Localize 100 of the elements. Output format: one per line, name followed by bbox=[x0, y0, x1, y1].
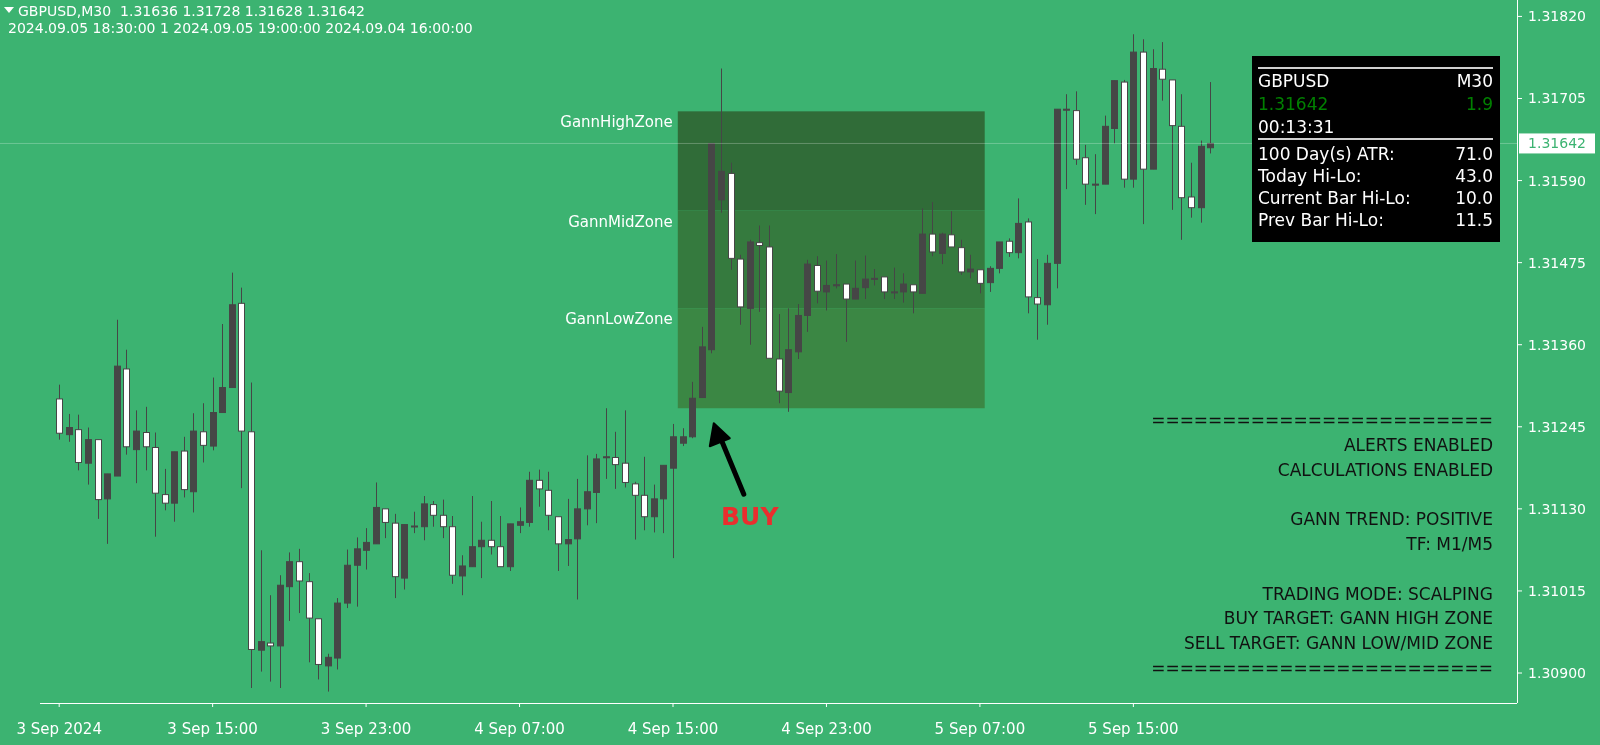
candlestick bbox=[296, 548, 303, 614]
candlestick bbox=[881, 276, 888, 300]
annotation: 00:13:31 bbox=[1258, 117, 1335, 137]
x-tick-label: 3 Sep 23:00 bbox=[320, 720, 412, 738]
candlestick bbox=[497, 515, 504, 568]
candlestick bbox=[900, 272, 907, 304]
candlestick bbox=[843, 283, 850, 343]
y-tick-label: 1.31245 bbox=[1528, 418, 1586, 435]
candlestick bbox=[823, 260, 830, 311]
candlestick bbox=[258, 549, 265, 673]
annotation: 11.5 bbox=[1455, 210, 1493, 230]
candlestick bbox=[891, 267, 898, 300]
candlestick bbox=[411, 511, 418, 534]
y-tick-label: 1.31705 bbox=[1528, 90, 1586, 107]
annotation: CALCULATIONS ENABLED bbox=[1277, 459, 1493, 480]
candlestick bbox=[756, 225, 763, 313]
candlestick bbox=[1034, 258, 1041, 341]
annotation: 1.9 bbox=[1465, 94, 1493, 114]
y-tick-label: 1.30900 bbox=[1528, 665, 1586, 682]
annotation: Prev Bar Hi-Lo: bbox=[1258, 210, 1384, 230]
band-label: GannLowZone bbox=[565, 310, 673, 329]
candlestick bbox=[478, 521, 485, 579]
y-tick-label: 1.31130 bbox=[1528, 500, 1586, 517]
candlestick bbox=[632, 481, 639, 541]
candlestick bbox=[1092, 153, 1099, 215]
x-tick-label: 5 Sep 07:00 bbox=[934, 720, 1026, 738]
annotation: ======================== bbox=[1151, 410, 1493, 430]
candlestick bbox=[325, 653, 332, 693]
annotation: TRADING MODE: SCALPING bbox=[1261, 583, 1493, 604]
candlestick bbox=[977, 269, 984, 294]
candlestick bbox=[1207, 81, 1214, 154]
candlestick bbox=[488, 500, 495, 556]
candlestick bbox=[85, 427, 92, 486]
annotation: 10.0 bbox=[1455, 188, 1493, 208]
candlestick bbox=[267, 594, 274, 683]
candlestick bbox=[612, 431, 619, 490]
candlestick bbox=[852, 260, 859, 300]
candlestick bbox=[929, 201, 936, 257]
candlestick bbox=[517, 506, 524, 534]
annotation: 71.0 bbox=[1455, 144, 1493, 164]
annotation: SELL TARGET: GANN LOW/MID ZONE bbox=[1183, 633, 1493, 654]
annotation: 1.31642 bbox=[1258, 94, 1329, 114]
candlestick bbox=[536, 469, 543, 508]
annotation: BUY bbox=[721, 502, 780, 532]
candlestick bbox=[363, 527, 370, 571]
candlestick bbox=[1188, 162, 1195, 219]
annotation: Today Hi-Lo: bbox=[1257, 166, 1362, 186]
annotation: ======================== bbox=[1151, 658, 1493, 678]
annotation: M30 bbox=[1456, 71, 1493, 91]
candlestick bbox=[200, 402, 207, 463]
annotation: 100 Day(s) ATR: bbox=[1258, 144, 1395, 164]
candlestick bbox=[421, 495, 428, 541]
y-tick-label: 1.31590 bbox=[1528, 172, 1586, 189]
candlestick bbox=[565, 498, 572, 567]
candlestick bbox=[1006, 237, 1013, 258]
candlestick bbox=[143, 406, 150, 471]
candlestick bbox=[651, 484, 658, 533]
x-tick-label: 4 Sep 07:00 bbox=[474, 720, 565, 738]
candlestick bbox=[622, 409, 629, 488]
candlestick bbox=[459, 554, 466, 596]
annotation: BUY TARGET: GANN HIGH ZONE bbox=[1223, 608, 1493, 629]
candlestick bbox=[382, 508, 389, 539]
y-tick-label: 1.31475 bbox=[1528, 254, 1586, 271]
candlestick bbox=[967, 254, 974, 279]
candlestick bbox=[133, 409, 140, 484]
annotation: ALERTS ENABLED bbox=[1343, 434, 1493, 455]
candlestick bbox=[162, 468, 169, 511]
band-label: GannHighZone bbox=[560, 113, 673, 132]
candlestick bbox=[948, 210, 955, 248]
candlestick bbox=[603, 407, 610, 480]
candlestick bbox=[1063, 93, 1070, 190]
annotation: 43.0 bbox=[1455, 166, 1493, 186]
y-tick-label: 1.31360 bbox=[1528, 336, 1586, 353]
annotation: TF: M1/M5 bbox=[1405, 534, 1493, 554]
candlestick bbox=[469, 495, 476, 568]
x-tick-label: 4 Sep 23:00 bbox=[781, 720, 872, 738]
candlestick bbox=[910, 284, 917, 314]
ref-line-label: 1.31642 bbox=[1528, 135, 1586, 152]
candlestick bbox=[833, 253, 840, 289]
band-label: GannMidZone bbox=[568, 212, 673, 231]
candlestick bbox=[584, 454, 591, 526]
annotation: Current Bar Hi-Lo: bbox=[1258, 188, 1411, 208]
candlestick bbox=[939, 232, 946, 265]
annotation: GBPUSD bbox=[1258, 71, 1330, 91]
annotation: GANN TREND: POSITIVE bbox=[1290, 509, 1493, 530]
y-tick-label: 1.31820 bbox=[1528, 8, 1586, 25]
text: 2024.09.05 18:30:00 1 2024.09.05 19:00:00 2024.09.04 16:00:00 bbox=[8, 20, 473, 36]
candlestick bbox=[440, 499, 447, 539]
x-tick-label: 4 Sep 15:00 bbox=[627, 720, 719, 738]
candlestick bbox=[354, 536, 361, 608]
candlestick bbox=[430, 500, 437, 528]
chart-title: GBPUSD,M30 1.31636 1.31728 1.31628 1.31642 bbox=[18, 3, 365, 19]
candlestick bbox=[987, 265, 994, 293]
x-tick-label: 3 Sep 15:00 bbox=[167, 720, 258, 738]
candlestick bbox=[641, 456, 648, 531]
x-tick-label: 3 Sep 2024 bbox=[16, 720, 102, 738]
candlestick bbox=[862, 255, 869, 300]
y-tick-label: 1.31015 bbox=[1528, 582, 1586, 599]
candlestick bbox=[1159, 41, 1166, 102]
candlestick bbox=[66, 413, 73, 443]
